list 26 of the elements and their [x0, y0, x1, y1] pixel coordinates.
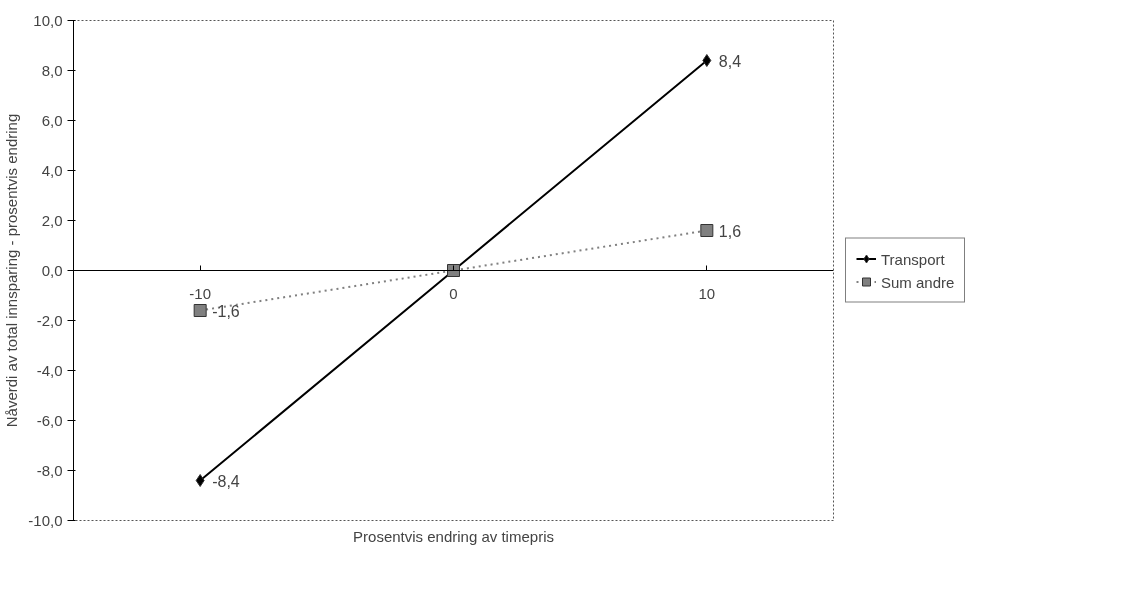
y-tick-label: -6,0 — [36, 411, 63, 429]
y-tick-label: 8,0 — [41, 61, 63, 79]
x-tick-label: 10 — [698, 284, 716, 302]
data-label: -1,6 — [212, 302, 240, 320]
x-tick-label: 0 — [449, 284, 458, 302]
point — [193, 304, 207, 317]
point — [700, 224, 714, 237]
x-axis-title: Prosentvis endring av timepris — [353, 527, 554, 545]
y-tick-label: -8,0 — [36, 461, 63, 479]
data-label: 8,4 — [718, 52, 742, 70]
point — [195, 474, 205, 487]
point — [702, 54, 712, 67]
y-tick-label: 0,0 — [41, 261, 63, 279]
y-tick-label: -4,0 — [36, 361, 63, 379]
y-tick-label: 10,0 — [33, 11, 63, 29]
x-tick-label: -10 — [189, 284, 212, 302]
y-tick-label: 4,0 — [41, 161, 63, 179]
legend-label: Transport — [881, 250, 945, 267]
y-tick-label: -2,0 — [36, 311, 63, 329]
data-label: 1,6 — [718, 222, 742, 240]
y-tick-label: 6,0 — [41, 111, 63, 129]
y-tick-label: -10,0 — [28, 511, 63, 529]
y-tick-label: 2,0 — [41, 211, 63, 229]
y-axis-title: Nåverdi av total innsparing - prosentvis endring — [3, 113, 21, 428]
data-label: -8,4 — [212, 472, 240, 490]
legend-label: Sum andre — [881, 273, 955, 290]
